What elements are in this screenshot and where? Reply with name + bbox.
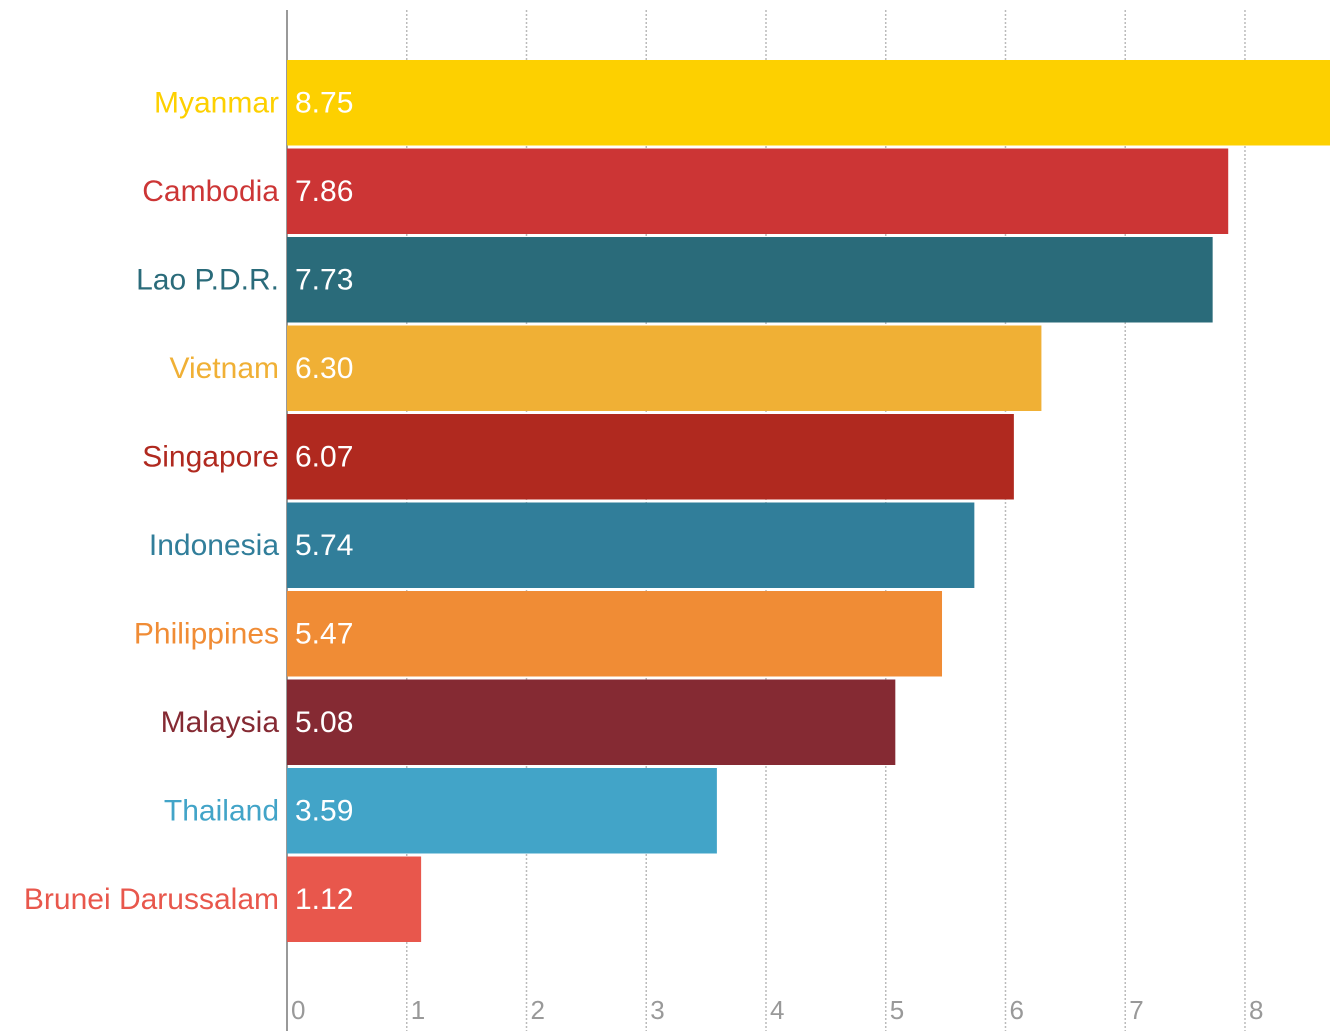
data-label: 8.75 [295, 87, 353, 120]
bar [287, 591, 943, 677]
data-label: 7.86 [295, 175, 353, 208]
x-tick-label: 1 [411, 995, 425, 1025]
x-tick-label: 7 [1129, 995, 1143, 1025]
bar [287, 768, 717, 854]
x-tick-label: 0 [291, 995, 305, 1025]
category-label: Malaysia [161, 706, 280, 739]
data-label: 5.74 [295, 529, 353, 562]
category-label: Indonesia [149, 529, 279, 562]
data-label: 3.59 [295, 795, 353, 828]
data-label: 7.73 [295, 264, 353, 297]
x-tick-label: 5 [890, 995, 904, 1025]
bar [287, 148, 1229, 234]
category-label: Thailand [164, 795, 279, 828]
data-label: 6.30 [295, 352, 353, 385]
bar [287, 502, 975, 588]
category-label: Philippines [134, 618, 279, 651]
data-label: 5.08 [295, 706, 353, 739]
x-tick-label: 6 [1009, 995, 1023, 1025]
x-tick-label: 8 [1249, 995, 1263, 1025]
bar [287, 679, 896, 765]
category-label: Cambodia [142, 175, 279, 208]
bar [287, 325, 1042, 411]
bar [287, 414, 1014, 500]
bars [287, 60, 1330, 942]
bar [287, 60, 1330, 146]
data-label: 5.47 [295, 618, 353, 651]
x-tick-label: 2 [530, 995, 544, 1025]
data-label: 6.07 [295, 441, 353, 474]
bar [287, 856, 422, 942]
category-label: Vietnam [169, 352, 279, 385]
labels: 8.75 Myanmar 7.86 Cambodia 7.73 Lao P.D.R. 6.3… [24, 87, 354, 917]
category-label: Brunei Darussalam [24, 883, 279, 916]
category-label: Lao P.D.R. [136, 264, 279, 297]
data-label: 1.12 [295, 883, 353, 916]
x-tick-label: 4 [770, 995, 784, 1025]
category-label: Singapore [142, 441, 279, 474]
category-label: Myanmar [154, 87, 279, 120]
x-tick-label: 3 [650, 995, 664, 1025]
bar [287, 237, 1213, 323]
